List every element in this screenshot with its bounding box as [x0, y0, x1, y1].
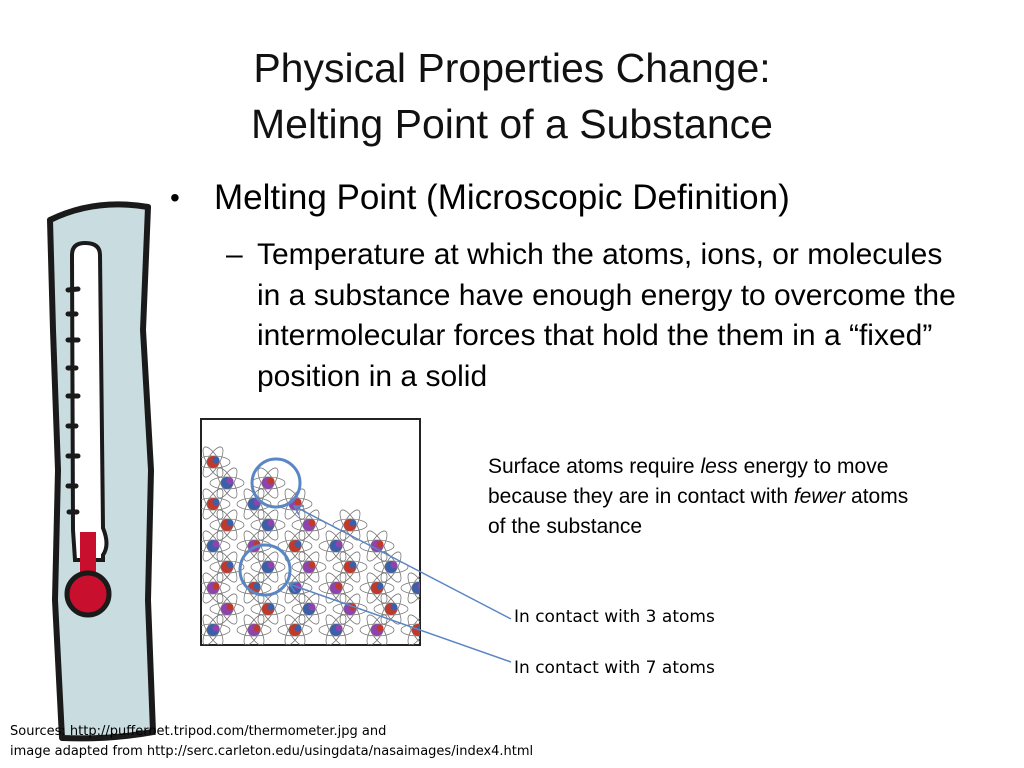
atom-glyph — [201, 488, 231, 520]
sources-line-1: Sources: http://puffernet.tripod.com/the… — [10, 724, 387, 739]
callout-arrow-3-atoms — [292, 505, 304, 516]
sub-bullet-text: Temperature at which the atoms, ions, or… — [257, 238, 956, 393]
atom-glyph — [209, 509, 245, 541]
atom-glyph — [236, 614, 272, 645]
atom-glyph — [277, 530, 313, 562]
sub-bullet-dash: – — [226, 238, 243, 271]
atom-glyph — [201, 530, 231, 562]
sources-citation: Sources: http://puffernet.tripod.com/the… — [10, 722, 630, 762]
callout-line-3-atoms — [293, 505, 512, 620]
atom-glyph — [277, 614, 313, 645]
atom-glyph — [250, 467, 286, 499]
note-text-2: energy to move because they are in conta… — [488, 455, 889, 508]
atom-glyph — [373, 593, 409, 625]
atom-glyph — [318, 530, 354, 562]
title-line-2: Melting Point of a Substance — [251, 101, 773, 147]
surface-atoms-note: Surface atoms require less energy to mov… — [488, 452, 928, 542]
note-text-1: Surface atoms require — [488, 455, 701, 478]
atom-glyph — [209, 551, 245, 583]
atom-glyph — [201, 446, 231, 478]
note-emphasis-less: less — [700, 455, 738, 478]
atom-glyph — [201, 572, 231, 604]
atom-glyph — [373, 551, 409, 583]
bullet-dot: • — [170, 182, 180, 213]
mercury-bulb — [64, 570, 112, 618]
note-text-3: atoms of the substance — [488, 485, 909, 538]
contact-3-atoms-label: In contact with 3 atoms — [514, 607, 715, 627]
mercury-column — [80, 532, 96, 582]
atom-glyph — [400, 572, 420, 604]
contact-7-atoms-label: In contact with 7 atoms — [514, 658, 715, 678]
atom-glyph — [332, 551, 368, 583]
scale-marks — [65, 286, 81, 515]
atom-glyph — [291, 593, 327, 625]
callout-arrow-7-atoms — [287, 581, 299, 593]
atom-glyph — [318, 614, 354, 645]
note-emphasis-fewer: fewer — [793, 485, 846, 508]
atom-glyph — [291, 509, 327, 541]
slide-title: Physical Properties Change: Melting Poin… — [112, 40, 912, 152]
atom-glyph — [359, 572, 395, 604]
glass-tube — [69, 240, 109, 562]
surface-atom-highlight — [250, 457, 302, 509]
atom-glyph — [359, 614, 395, 645]
atom-glyph — [359, 530, 395, 562]
atom-glyph — [209, 593, 245, 625]
atom-cluster — [201, 446, 420, 645]
thermometer-illustration — [47, 201, 156, 742]
bullet-text: Melting Point (Microscopic Definition) — [214, 178, 790, 217]
atom-glyph — [291, 551, 327, 583]
sources-line-2: image adapted from http://serc.carleton.… — [10, 744, 534, 759]
interior-atom-highlight — [238, 543, 292, 597]
atom-glyph — [250, 509, 286, 541]
atom-glyph — [201, 614, 231, 645]
atom-glyph — [250, 551, 286, 583]
title-line-1: Physical Properties Change: — [253, 45, 771, 91]
callout-line-7-atoms — [288, 583, 512, 663]
atom-glyph — [209, 467, 245, 499]
atom-glyph — [250, 593, 286, 625]
